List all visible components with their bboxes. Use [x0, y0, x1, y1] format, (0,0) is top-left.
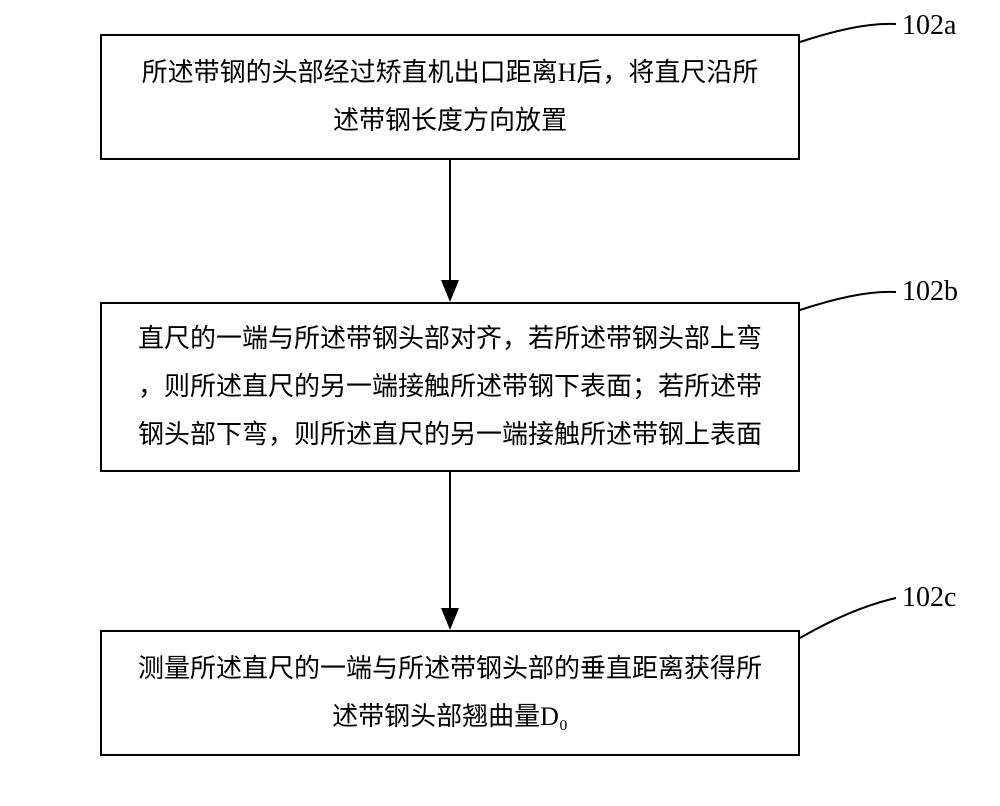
flowchart-canvas: 所述带钢的头部经过矫直机出口距离H后，将直尺沿所 述带钢长度方向放置 102a …	[0, 0, 1000, 806]
flowchart-edges	[0, 0, 1000, 806]
